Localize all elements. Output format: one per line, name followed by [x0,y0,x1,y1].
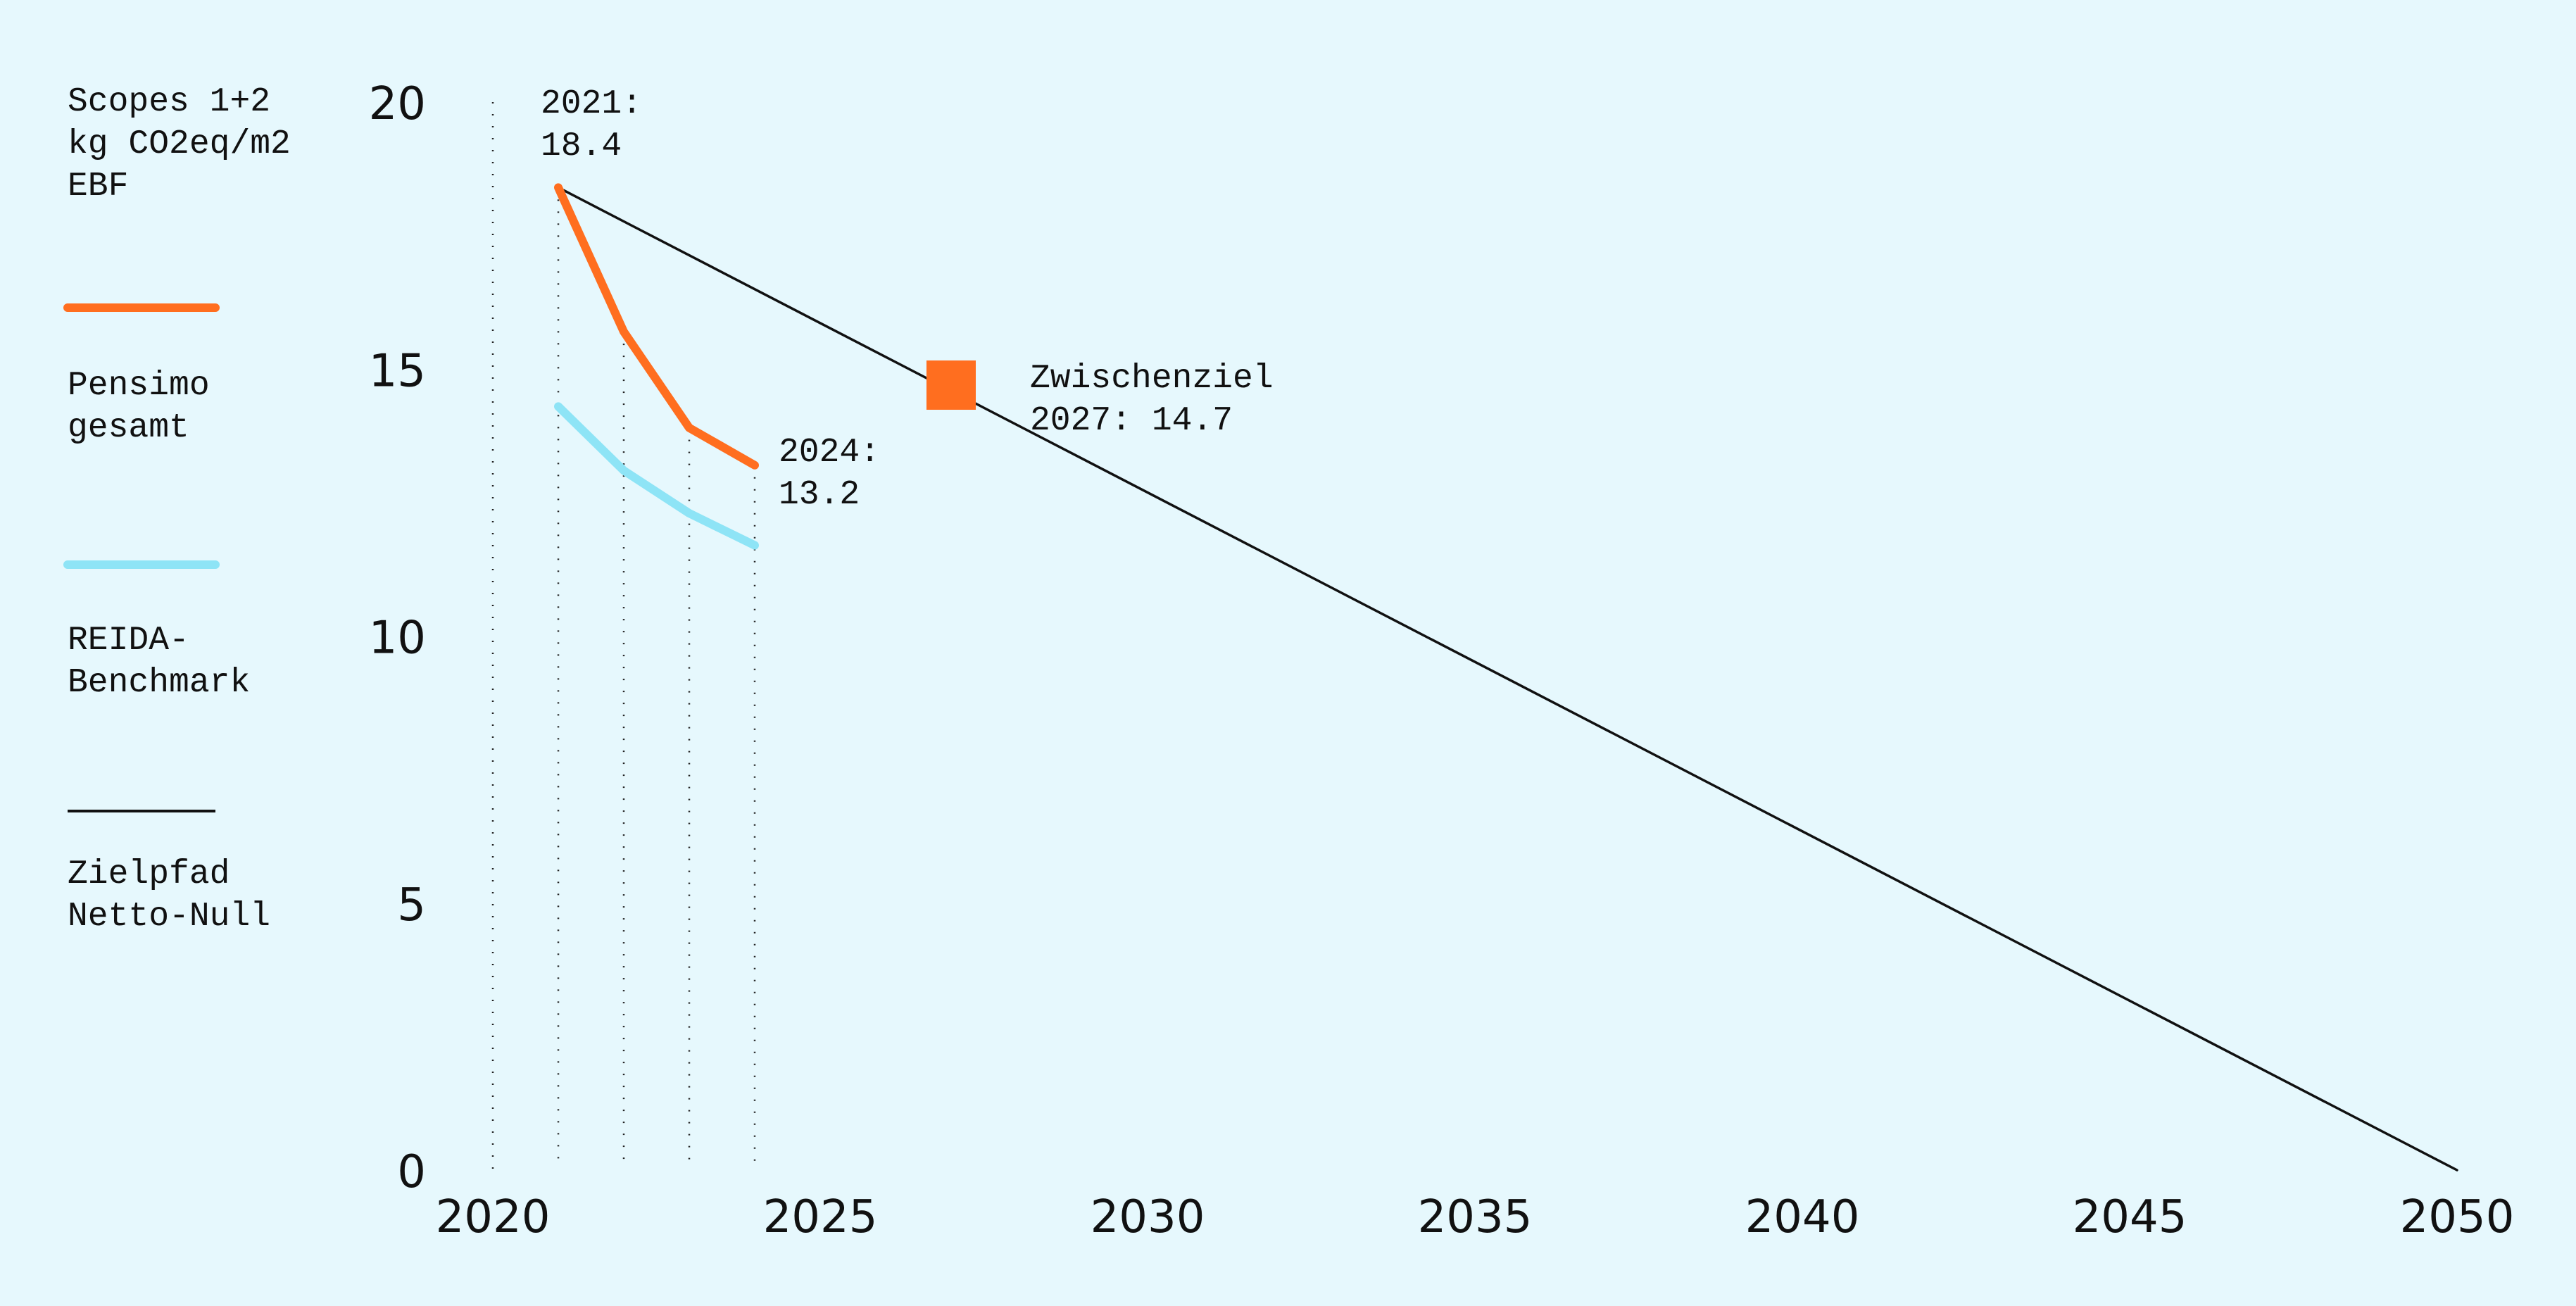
legend-label-reida-1: REIDA- [68,622,189,660]
annotation-target-line-2: 2027: 14.7 [1030,402,1233,440]
y-tick-label-5: 5 [397,879,426,931]
annotation-latest-line-1: 2024: [779,434,880,472]
annotation-latest-line-2: 13.2 [779,476,860,514]
x-tick-label-2030: 2030 [1091,1191,1205,1243]
series-lines [554,183,2458,1172]
series-line-reida [554,402,759,550]
x-tick-label-2050: 2050 [2400,1191,2515,1243]
annotation-start-line-2: 18.4 [541,127,622,165]
x-tick-label-2045: 2045 [2073,1191,2187,1243]
markers [926,360,976,410]
x-tick-label-2025: 2025 [763,1191,878,1243]
legend: Scopes 1+2 kg CO2eq/m2 EBF Pensimo gesamt REI… [63,83,291,936]
series-line-pensimo [554,183,759,470]
grid-lines [491,102,756,1169]
x-tick-label-2020: 2020 [436,1191,551,1243]
legend-label-zielpfad-1: Zielpfad [68,855,230,893]
y-axis-label-line-1: Scopes 1+2 [68,83,270,121]
legend-label-pensimo-2: gesamt [68,409,189,447]
legend-label-reida-2: Benchmark [68,664,250,702]
series-line-zielpfad [557,186,2458,1172]
annotation-start-line-1: 2021: [541,85,642,123]
annotation-target-line-1: Zwischenziel [1030,360,1274,398]
x-tick-label-2035: 2035 [1418,1191,1533,1243]
y-axis-label-line-3: EBF [68,168,128,206]
y-tick-label-15: 15 [369,345,426,397]
y-axis-label-line-2: kg CO2eq/m2 [68,125,291,163]
annotations: 2021: 18.4 2024: 13.2 Zwischenziel 2027: 14.7 [541,85,1274,514]
x-tick-label-2040: 2040 [1745,1191,1860,1243]
target-marker [926,360,976,410]
y-tick-label-0: 0 [397,1146,426,1198]
legend-label-zielpfad-2: Netto-Null [68,898,270,936]
y-axis: 0 5 10 15 20 [369,78,426,1198]
x-axis: 2020 2025 2030 2035 2040 2045 2050 [436,1191,2515,1243]
legend-label-pensimo-1: Pensimo [68,367,210,405]
y-tick-label-20: 20 [369,78,426,130]
y-tick-label-10: 10 [369,613,426,665]
